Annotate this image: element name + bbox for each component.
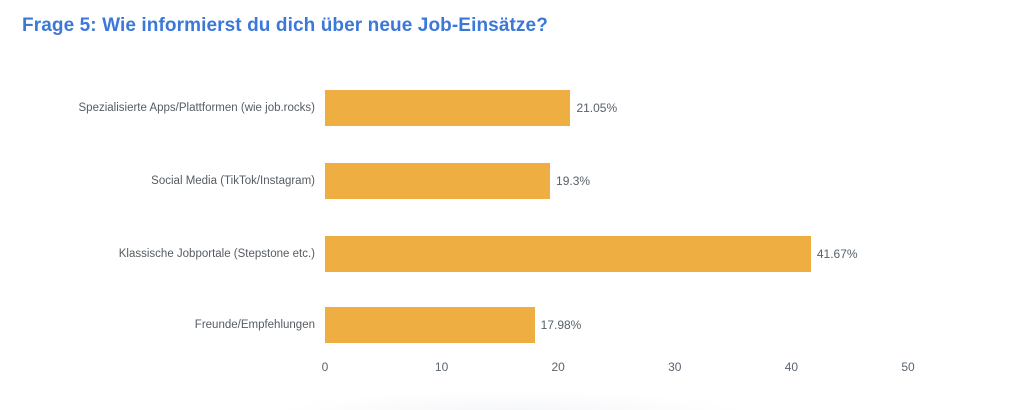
bar-value-label: 19.3%: [556, 174, 591, 188]
x-axis-tick-label: 10: [434, 360, 449, 374]
bar-row: Klassische Jobportale (Stepstone etc.) 4…: [0, 236, 1024, 272]
x-axis-tick-label: 50: [901, 360, 915, 374]
x-axis-tick-label: 20: [551, 360, 565, 374]
x-axis-tick-label: 30: [668, 360, 682, 374]
x-axis-tick-label: 40: [784, 360, 799, 374]
bar-row: Freunde/Empfehlungen 17.98%: [0, 307, 1024, 343]
x-axis-tick-label: 0: [321, 360, 329, 374]
bar-value-label: 41.67%: [816, 247, 858, 261]
bar-segment[interactable]: [325, 163, 551, 199]
bar-category-label: Social Media (TikTok/Instagram): [151, 175, 315, 187]
x-axis: 0 10 20 30 40 50: [0, 360, 1024, 384]
page-title: Frage 5: Wie informierst du dich über ne…: [22, 15, 548, 36]
bar-row: Spezialisierte Apps/Plattformen (wie job…: [0, 90, 1024, 126]
bar-segment[interactable]: [325, 90, 571, 126]
bar-segment[interactable]: [325, 307, 535, 343]
bar-row: Social Media (TikTok/Instagram) 19.3%: [0, 163, 1024, 199]
bar-value-label: 17.98%: [540, 318, 582, 332]
bar-category-label: Klassische Jobportale (Stepstone etc.): [118, 248, 315, 260]
bar-segment[interactable]: [325, 236, 811, 272]
bar-category-label: Spezialisierte Apps/Plattformen (wie job…: [78, 102, 316, 114]
bar-value-label: 21.05%: [576, 101, 618, 115]
bar-category-label: Freunde/Empfehlungen: [194, 319, 315, 331]
